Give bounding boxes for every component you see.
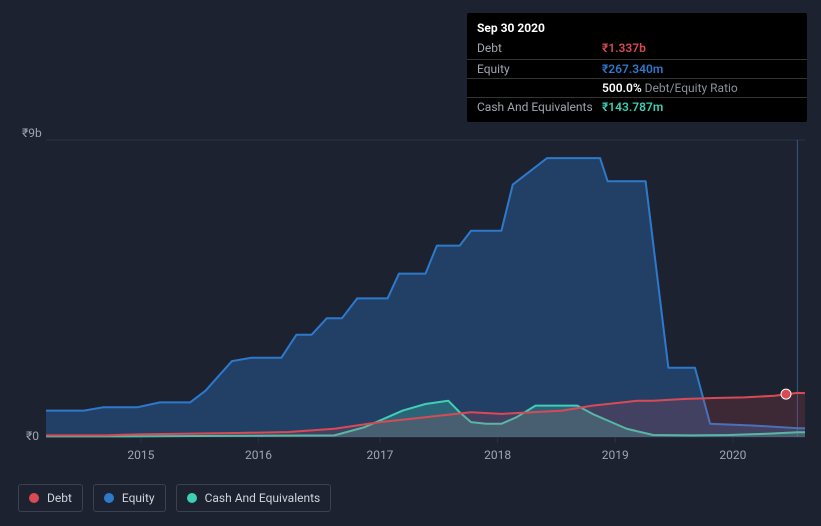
tooltip-row-label: Cash And Equivalents — [477, 100, 602, 114]
tooltip-row-value: ₹143.787m — [602, 100, 663, 114]
x-axis-year-label: 2016 — [245, 448, 272, 462]
legend-label: Debt — [47, 491, 72, 505]
series-marker-debt — [781, 389, 791, 399]
x-axis-year-label: 2015 — [127, 448, 154, 462]
x-axis-year-label: 2020 — [719, 448, 746, 462]
legend-item-cash[interactable]: Cash And Equivalents — [176, 484, 332, 512]
series-area-equity — [46, 158, 805, 437]
x-axis-year-label: 2017 — [366, 448, 393, 462]
legend-swatch — [104, 493, 114, 503]
y-axis-min-label: ₹0 — [26, 429, 39, 443]
tooltip-row: Debt₹1.337b — [467, 39, 807, 59]
tooltip-title: Sep 30 2020 — [477, 21, 545, 35]
x-axis-year-label: 2018 — [484, 448, 511, 462]
legend-label: Equity — [122, 491, 155, 505]
tooltip-row-label — [477, 81, 602, 95]
legend: Debt Equity Cash And Equivalents — [18, 484, 331, 512]
tooltip-row-label: Debt — [477, 41, 602, 55]
legend-label: Cash And Equivalents — [205, 491, 321, 505]
tooltip-row-value: ₹267.340m — [602, 62, 663, 76]
tooltip-row-value: ₹1.337b — [602, 41, 646, 55]
x-axis-year-label: 2019 — [602, 448, 629, 462]
y-axis-max-label: ₹9b — [22, 126, 42, 140]
tooltip-row-label: Equity — [477, 62, 602, 76]
tooltip-row: Equity₹267.340m — [467, 59, 807, 78]
tooltip-row: Cash And Equivalents₹143.787m — [467, 97, 807, 116]
chart-tooltip: Sep 30 2020 Debt₹1.337bEquity₹267.340m50… — [467, 13, 807, 122]
legend-item-debt[interactable]: Debt — [18, 484, 83, 512]
chart-container: 2015 2016 2017 2018 2019 2020 ₹9b ₹0 Sep 30 2… — [0, 0, 821, 526]
tooltip-row-value: 500.0% Debt/Equity Ratio — [602, 81, 738, 95]
legend-item-equity[interactable]: Equity — [93, 484, 166, 512]
legend-swatch — [187, 493, 197, 503]
legend-swatch — [29, 493, 39, 503]
tooltip-row: 500.0% Debt/Equity Ratio — [467, 78, 807, 97]
